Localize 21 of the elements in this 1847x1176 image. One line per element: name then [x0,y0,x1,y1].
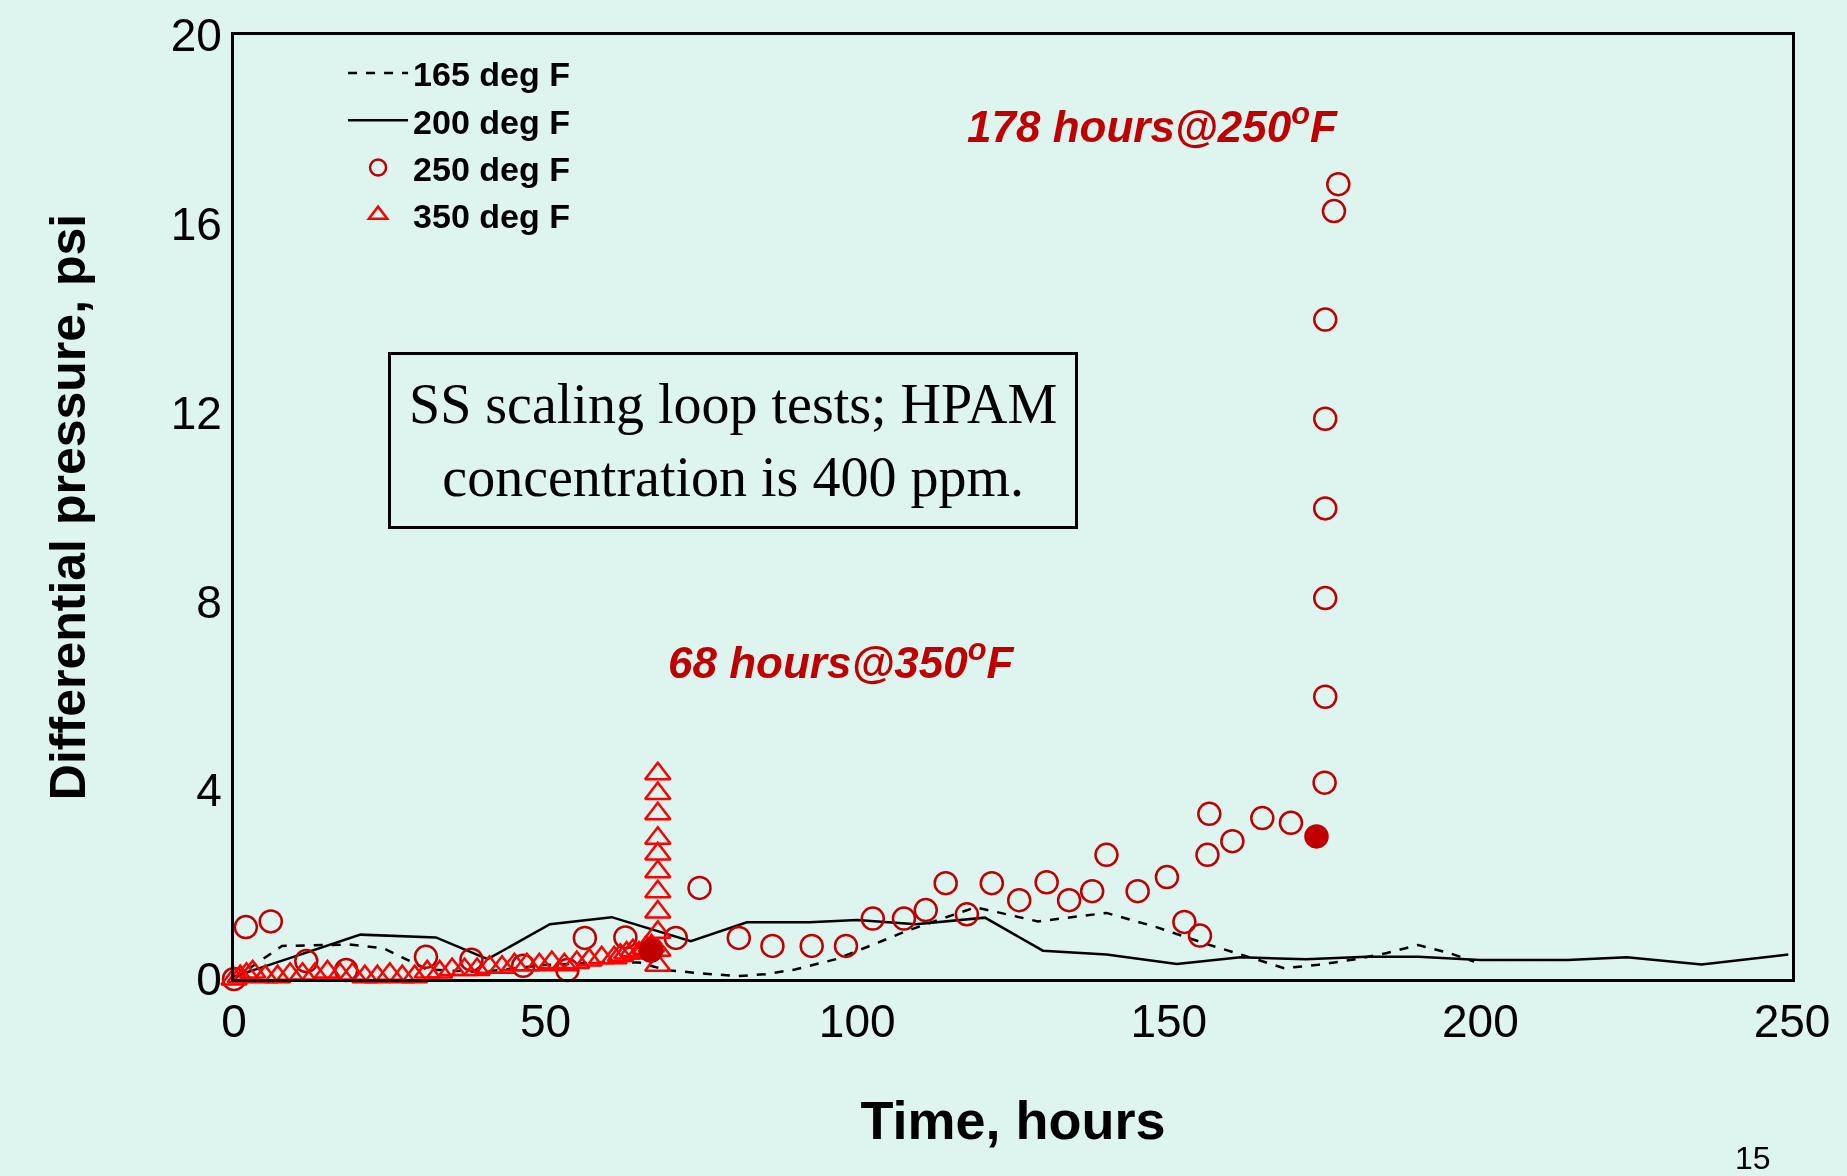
y-tick-label: 20 [170,9,222,62]
x-axis-title: Time, hours [860,1089,1166,1150]
annotation: SS scaling loop tests; HPAM concentration is 400 ppm. [409,373,1058,508]
x-tick-label: 250 [1753,995,1831,1048]
y-tick-label: 12 [170,386,222,439]
x-tick-label: 100 [818,995,896,1048]
annotation: 178 hours@250$^{o}$F [967,96,1338,152]
text: 15 [1735,1140,1771,1176]
x-tick-label: 150 [1130,995,1208,1048]
y-axis-title: Differential pressure, psi [39,213,96,801]
x-tick-label: 200 [1442,995,1519,1048]
y-tick-label: 0 [196,953,222,1006]
annotation: 68 hours@350$^{o}$F [668,632,1015,688]
legend-label: 250 deg F [413,149,570,188]
y-tick-label: 8 [196,575,222,628]
legend-label: 200 deg F [413,102,570,141]
x-tick-label: 50 [520,995,572,1048]
legend-label: 165 deg F [413,55,570,94]
legend-label: 350 deg F [413,196,570,235]
y-tick-label: 16 [170,197,222,250]
y-tick-label: 4 [196,764,222,817]
